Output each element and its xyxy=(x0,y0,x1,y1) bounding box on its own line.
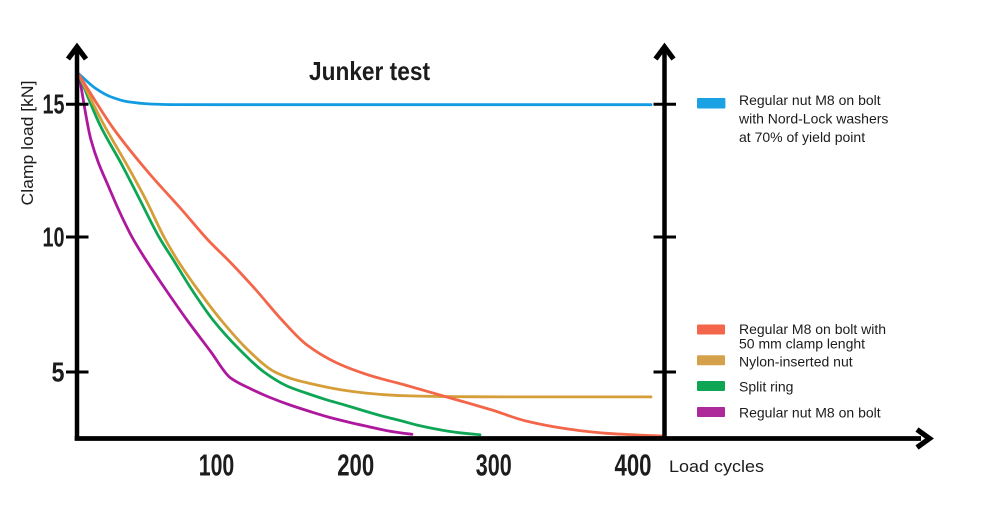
svg-text:15: 15 xyxy=(43,89,65,120)
svg-text:Load cycles: Load cycles xyxy=(669,457,764,476)
svg-text:10: 10 xyxy=(43,221,65,252)
svg-text:400: 400 xyxy=(615,449,652,483)
svg-text:Nylon-inserted nut: Nylon-inserted nut xyxy=(739,354,853,370)
svg-text:with Nord-Lock washers: with Nord-Lock washers xyxy=(738,111,888,127)
svg-text:200: 200 xyxy=(337,449,374,483)
svg-text:Regular M8 on bolt with: Regular M8 on bolt with xyxy=(739,321,886,337)
svg-text:300: 300 xyxy=(476,449,512,483)
svg-text:Split ring: Split ring xyxy=(739,379,793,395)
svg-text:50 mm clamp lenght: 50 mm clamp lenght xyxy=(739,336,865,352)
svg-text:Regular nut M8 on bolt: Regular nut M8 on bolt xyxy=(739,92,881,108)
svg-text:Clamp load [kN]: Clamp load [kN] xyxy=(18,81,37,206)
svg-text:100: 100 xyxy=(199,449,235,483)
svg-text:at 70% of yield point: at 70% of yield point xyxy=(739,129,865,145)
svg-text:Junker test: Junker test xyxy=(309,56,430,86)
svg-text:5: 5 xyxy=(52,356,65,387)
svg-text:Regular nut M8 on bolt: Regular nut M8 on bolt xyxy=(739,405,881,421)
